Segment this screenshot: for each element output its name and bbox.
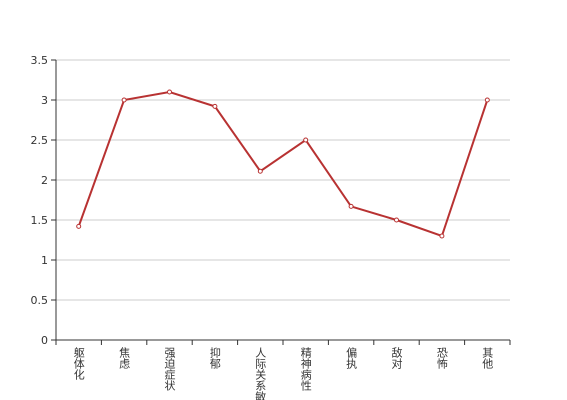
point xyxy=(121,97,127,103)
y-tick-label: 1.5 xyxy=(31,214,49,227)
line xyxy=(77,90,489,238)
x-tick-label: 恐怖 xyxy=(435,347,448,369)
x-tick-label: 敌对 xyxy=(390,346,403,369)
point xyxy=(394,217,399,223)
point xyxy=(76,223,82,229)
y-tick-label: 1 xyxy=(41,254,48,267)
y-tick-label: 0.5 xyxy=(31,294,49,307)
y-tick-label: 3 xyxy=(41,94,48,107)
point xyxy=(484,97,490,103)
x-tick-label: 强迫症状 xyxy=(163,347,176,391)
x-tick-label: 精神病性 xyxy=(299,347,312,392)
x-tick-label: 抑郁 xyxy=(208,346,221,369)
point xyxy=(257,168,263,174)
point xyxy=(439,233,445,239)
point xyxy=(303,137,309,143)
point xyxy=(348,203,354,209)
point xyxy=(167,89,172,95)
point xyxy=(212,103,218,109)
y-tick-label: 0 xyxy=(41,334,48,347)
x-tick-label: 焦虑 xyxy=(118,347,131,369)
y-tick-label: 3.5 xyxy=(31,54,49,67)
x-tick-label: 偏执 xyxy=(345,346,358,370)
x-tick-label: 人际关系敏感 xyxy=(254,347,267,400)
x-tick-label: 躯体化 xyxy=(72,347,85,381)
x-tick-label: 其他 xyxy=(481,347,494,369)
y-tick-label: 2 xyxy=(41,174,48,187)
y-tick-label: 2.5 xyxy=(31,134,49,147)
